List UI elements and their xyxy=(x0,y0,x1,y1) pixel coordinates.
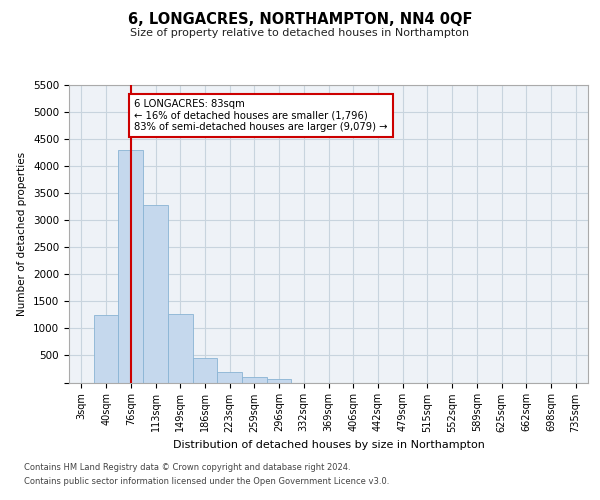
Text: 6 LONGACRES: 83sqm
← 16% of detached houses are smaller (1,796)
83% of semi-deta: 6 LONGACRES: 83sqm ← 16% of detached hou… xyxy=(134,98,388,132)
Text: Size of property relative to detached houses in Northampton: Size of property relative to detached ho… xyxy=(130,28,470,38)
Text: 6, LONGACRES, NORTHAMPTON, NN4 0QF: 6, LONGACRES, NORTHAMPTON, NN4 0QF xyxy=(128,12,472,28)
Bar xyxy=(143,205,168,382)
Bar xyxy=(168,314,193,382)
X-axis label: Distribution of detached houses by size in Northampton: Distribution of detached houses by size … xyxy=(173,440,484,450)
Text: Contains HM Land Registry data © Crown copyright and database right 2024.: Contains HM Land Registry data © Crown c… xyxy=(24,462,350,471)
Bar xyxy=(94,315,118,382)
Bar xyxy=(118,150,143,382)
Bar xyxy=(242,378,267,382)
Y-axis label: Number of detached properties: Number of detached properties xyxy=(17,152,28,316)
Bar xyxy=(267,380,292,382)
Text: Contains public sector information licensed under the Open Government Licence v3: Contains public sector information licen… xyxy=(24,478,389,486)
Bar xyxy=(193,358,217,382)
Bar xyxy=(217,372,242,382)
